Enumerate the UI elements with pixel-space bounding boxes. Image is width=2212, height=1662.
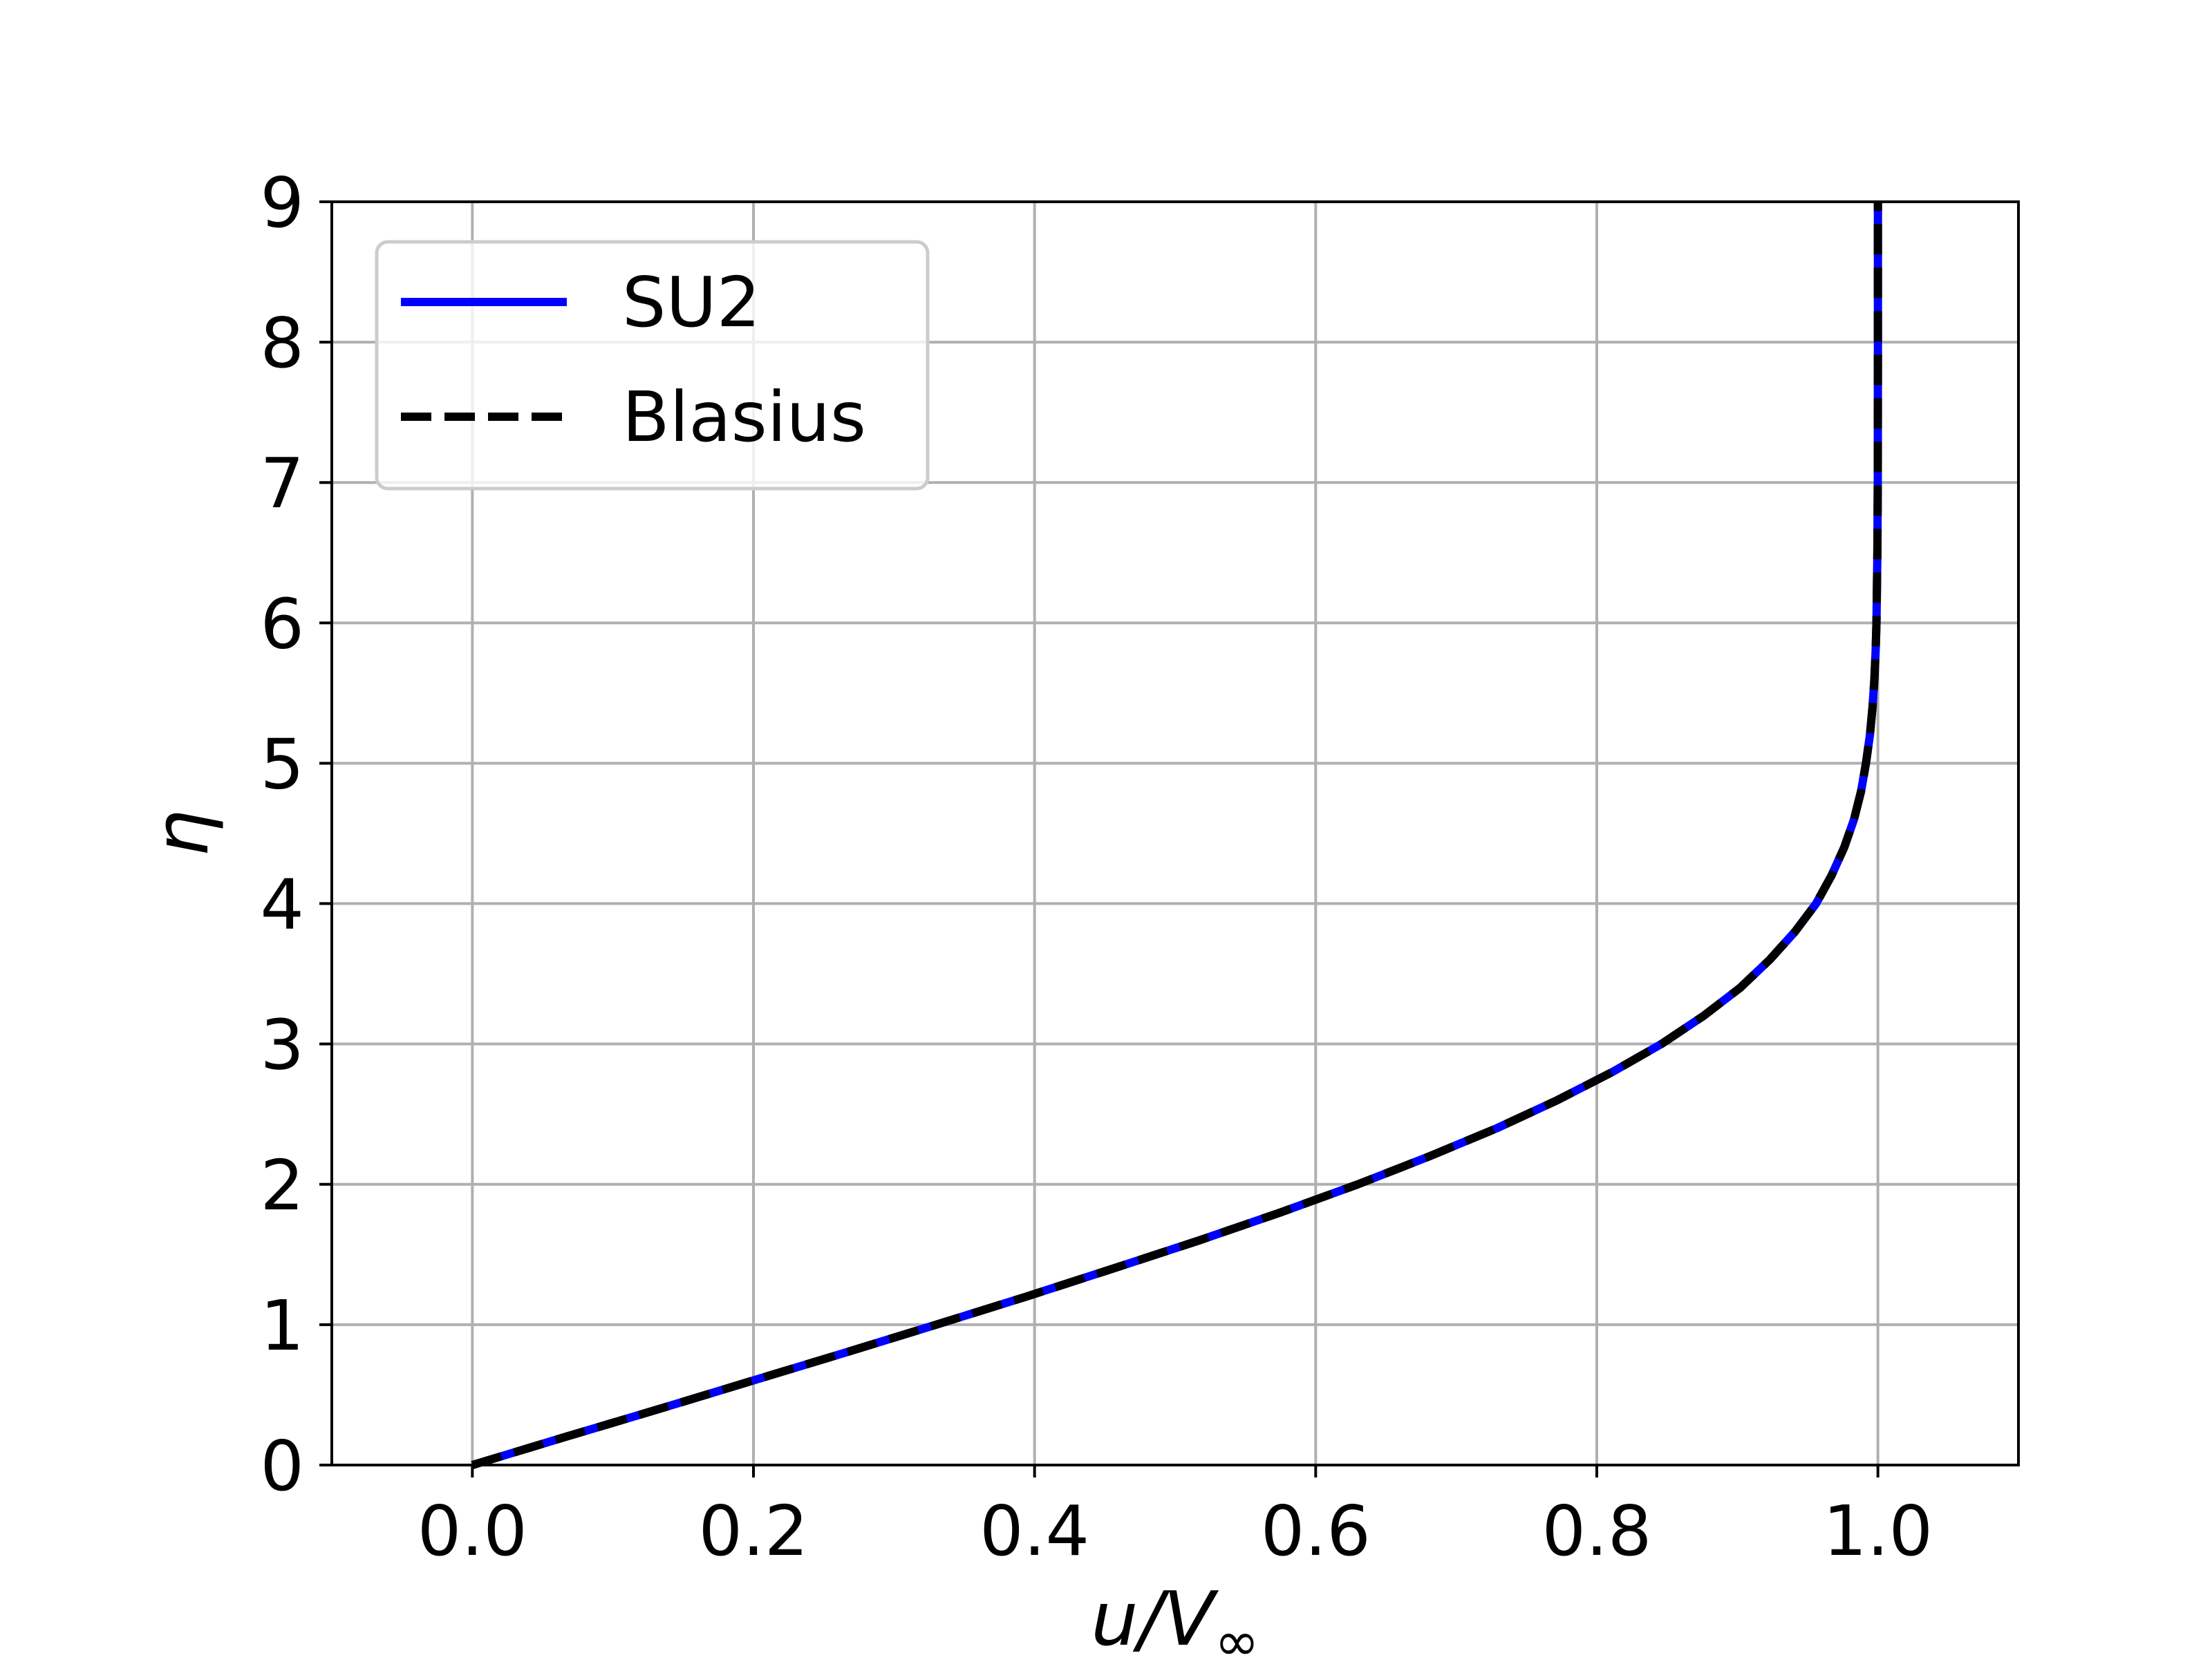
x-tick-label: 0.6: [1261, 1491, 1371, 1571]
axes: [319, 200, 2020, 1477]
y-tick-label: 7: [260, 443, 304, 524]
grid-lines: [332, 200, 2018, 1466]
x-tick-label: 1.0: [1823, 1491, 1933, 1571]
y-axis-label: η: [139, 810, 225, 857]
legend-label-su2: SU2: [622, 262, 760, 343]
x-tick-label: 0.0: [418, 1491, 527, 1571]
x-axis-label-subscript: ∞: [1215, 1611, 1259, 1659]
y-tick-label: 8: [260, 303, 304, 384]
x-axis-label-main: u/V: [1091, 1576, 1219, 1659]
y-tick-label: 6: [260, 583, 304, 664]
plot-frame: [330, 200, 2020, 1466]
y-tick-label: 5: [260, 724, 304, 804]
x-tick-label: 0.4: [980, 1491, 1089, 1571]
y-tick-label: 4: [260, 865, 304, 945]
y-tick-label: 1: [260, 1285, 304, 1366]
x-tick-label: 0.8: [1541, 1491, 1651, 1571]
tick-labels: 0.0 0.2 0.4 0.6 0.8 1.0 0 1 2 3 4 5 6 7 8 9: [260, 162, 1933, 1571]
y-tick-label: 2: [260, 1145, 304, 1226]
y-tick-label: 0: [260, 1426, 304, 1507]
x-tick-label: 0.2: [698, 1491, 808, 1571]
y-tick-label: 9: [260, 162, 304, 243]
legend: SU2 Blasius: [375, 240, 930, 491]
x-axis-label: u/V∞: [1091, 1576, 1259, 1659]
series-lines: [471, 202, 1882, 1469]
series-line-blasius: [471, 202, 1882, 1469]
y-tick-label: 3: [260, 1005, 304, 1086]
legend-label-blasius: Blasius: [622, 377, 866, 457]
